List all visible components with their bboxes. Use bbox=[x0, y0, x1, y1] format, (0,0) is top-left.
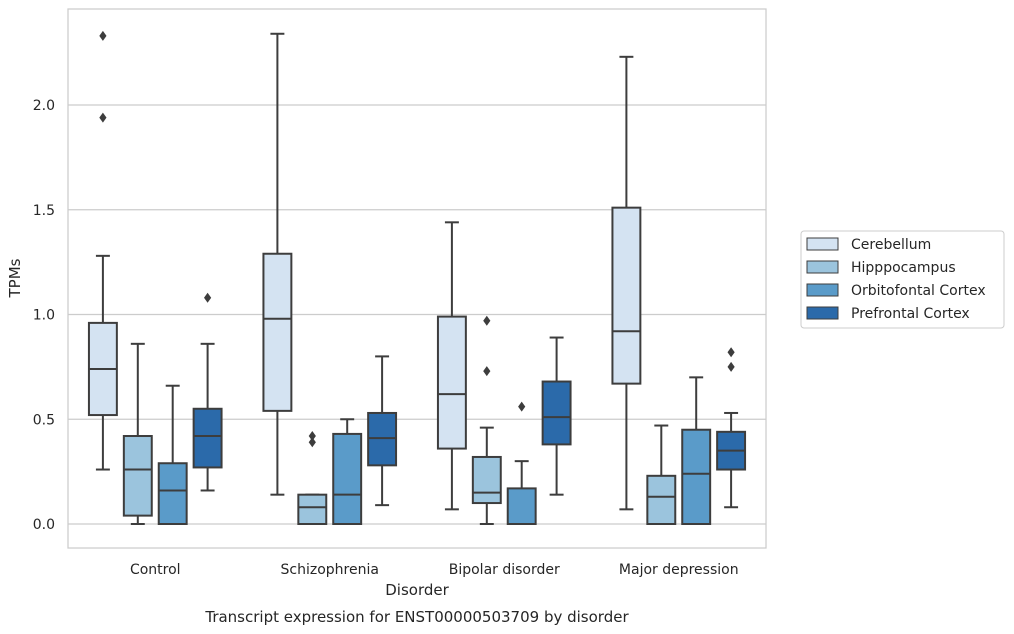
box-group bbox=[297, 431, 328, 526]
box bbox=[611, 206, 642, 385]
box-group bbox=[332, 418, 363, 526]
box-group bbox=[716, 347, 747, 509]
outlier-point bbox=[99, 30, 107, 41]
legend-label: Hipppocampus bbox=[851, 260, 956, 276]
box-group bbox=[436, 221, 467, 511]
box-group bbox=[471, 315, 502, 525]
outlier-point bbox=[99, 112, 107, 123]
y-axis-label: TPMs bbox=[6, 258, 24, 298]
box bbox=[471, 455, 502, 505]
plot-area-frame bbox=[67, 8, 767, 549]
outlier-point bbox=[727, 361, 735, 372]
legend-swatch bbox=[806, 306, 839, 320]
legend-label: Cerebellum bbox=[851, 237, 931, 253]
box-group bbox=[87, 30, 118, 471]
legend-swatch bbox=[806, 237, 839, 251]
box-group bbox=[646, 424, 677, 526]
box-group bbox=[122, 342, 153, 525]
x-axis-tick-labels: Control Schizophrenia Bipolar disorder Majo… bbox=[130, 562, 739, 578]
box bbox=[436, 315, 467, 450]
legend-swatch bbox=[806, 283, 839, 297]
box bbox=[262, 252, 293, 412]
box-group bbox=[611, 55, 642, 511]
legend-label: Orbitofontal Cortex bbox=[851, 283, 986, 299]
y-axis-tick-labels: 0.0 0.5 1.0 1.5 2.0 bbox=[33, 98, 55, 533]
outlier-point bbox=[204, 292, 212, 303]
x-tick-label: Major depression bbox=[619, 562, 739, 578]
box-group bbox=[157, 384, 188, 525]
box bbox=[367, 411, 398, 467]
legend-frame bbox=[800, 230, 1005, 329]
box-group bbox=[681, 376, 712, 526]
outlier-point bbox=[483, 366, 491, 377]
box bbox=[541, 380, 572, 446]
x-tick-label: Schizophrenia bbox=[281, 562, 379, 578]
y-tick-label: 0.0 bbox=[33, 517, 55, 533]
box bbox=[157, 462, 188, 525]
box bbox=[122, 435, 153, 517]
legend-label: Prefrontal Cortex bbox=[851, 306, 970, 322]
box-group bbox=[262, 32, 293, 496]
box bbox=[192, 407, 223, 469]
box-plot-series bbox=[87, 30, 747, 526]
box-group bbox=[367, 355, 398, 507]
legend-swatch bbox=[806, 260, 839, 274]
legend: Cerebellum Hipppocampus Orbitofontal Corte… bbox=[800, 230, 1005, 329]
outlier-point bbox=[727, 347, 735, 358]
box-group bbox=[506, 401, 537, 526]
x-tick-label: Bipolar disorder bbox=[449, 562, 560, 578]
y-tick-label: 1.5 bbox=[33, 203, 55, 219]
outlier-point bbox=[483, 315, 491, 326]
y-tick-label: 2.0 bbox=[33, 98, 55, 114]
x-tick-label: Control bbox=[130, 562, 181, 578]
outlier-point bbox=[518, 401, 526, 412]
y-tick-label: 1.0 bbox=[33, 308, 55, 324]
outlier-point bbox=[308, 437, 316, 448]
box-group bbox=[192, 292, 223, 492]
box bbox=[681, 428, 712, 526]
chart-caption: Transcript expression for ENST0000050370… bbox=[204, 608, 629, 626]
y-tick-label: 0.5 bbox=[33, 412, 55, 428]
x-axis-label: Disorder bbox=[385, 581, 449, 599]
box-group bbox=[541, 336, 572, 496]
box bbox=[297, 493, 328, 526]
box bbox=[506, 487, 537, 526]
outlier-point bbox=[308, 431, 316, 442]
box bbox=[646, 474, 677, 526]
box bbox=[332, 432, 363, 526]
